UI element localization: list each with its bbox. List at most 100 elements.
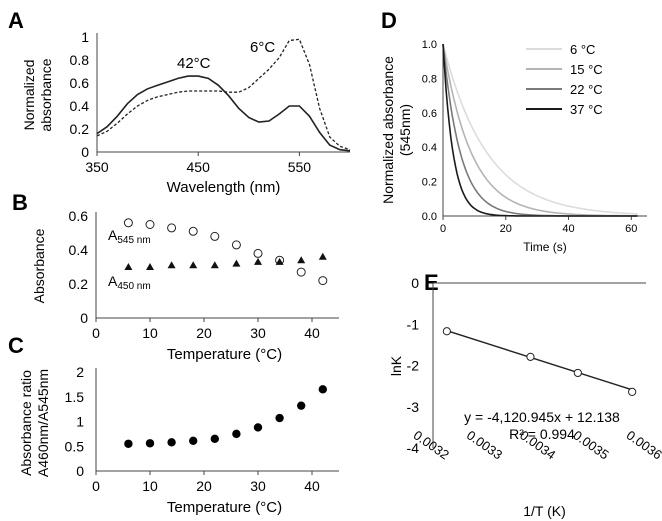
c-point bbox=[318, 385, 327, 394]
a-y-tick-label: 0.6 bbox=[70, 75, 90, 91]
d-legend-label-3: 37 °C bbox=[570, 102, 603, 117]
e-x-tick-label: 0.0033 bbox=[464, 427, 505, 462]
b-label-a545: A545 nm bbox=[108, 227, 151, 246]
a-x-axis-title: Wavelength (nm) bbox=[167, 179, 281, 196]
b-point-a545 bbox=[145, 220, 155, 229]
c-point bbox=[189, 436, 198, 446]
a-x-tick-label: 550 bbox=[288, 159, 312, 175]
b-point-a545 bbox=[123, 218, 133, 228]
a-y-tick-label: 0 bbox=[81, 144, 89, 160]
e-x-tick-label: 0.0035 bbox=[570, 427, 611, 462]
d-curve-3 bbox=[442, 43, 638, 217]
b-x-axis-title: Temperature (°C) bbox=[167, 346, 282, 363]
c-x-tick-label: 40 bbox=[304, 478, 320, 494]
b-label-a450: A450 nm bbox=[108, 273, 151, 292]
d-legend-label-1: 15 °C bbox=[570, 62, 603, 77]
e-x-tick-label: 0.0036 bbox=[624, 427, 662, 462]
b-y-tick-label: 0.4 bbox=[69, 242, 89, 258]
d-x-tick-label: 60 bbox=[625, 223, 637, 235]
d-curve-0 bbox=[442, 43, 638, 215]
c-point bbox=[145, 439, 155, 448]
c-y-tick-label: 2 bbox=[76, 364, 84, 380]
b-y-tick-label: 0.6 bbox=[69, 208, 89, 224]
c-y-tick-label: 1.5 bbox=[65, 389, 85, 405]
a-x-tick-label: 450 bbox=[187, 159, 211, 175]
a-x-tick-label: 350 bbox=[85, 159, 109, 175]
c-x-tick-label: 20 bbox=[196, 478, 212, 494]
b-y-tick-label: 0.2 bbox=[69, 276, 89, 292]
e-r-squared: R² = 0.994 bbox=[509, 426, 575, 442]
a-y-axis-title-line2: absorbance bbox=[38, 58, 54, 131]
a-series-line-42c bbox=[96, 75, 351, 152]
b-x-tick-label: 10 bbox=[142, 325, 158, 341]
panel-letter-a: A bbox=[8, 8, 24, 33]
panel-letter-c: C bbox=[8, 333, 24, 358]
d-x-axis-title: Time (s) bbox=[523, 240, 567, 254]
e-y-tick-label: -3 bbox=[407, 399, 420, 415]
c-x-tick-label: 10 bbox=[142, 478, 158, 494]
c-point bbox=[124, 439, 133, 448]
b-x-tick-label: 40 bbox=[304, 325, 320, 341]
b-point-a545 bbox=[210, 231, 220, 241]
b-point-a545 bbox=[167, 223, 177, 233]
d-x-tick-label: 0 bbox=[440, 223, 446, 235]
b-point-a545 bbox=[188, 226, 198, 236]
panel-letter-d: D bbox=[381, 8, 397, 33]
e-point bbox=[628, 387, 637, 396]
c-y-axis-title-line1: Absorbance ratio bbox=[18, 370, 34, 476]
b-point-a450 bbox=[146, 263, 154, 270]
panel-e-arrhenius-plot: 0-1-2-3-40.0032 0.0033 0.0034 0.0035 0.00361… bbox=[388, 275, 662, 519]
b-point-a450 bbox=[254, 257, 262, 265]
a-series-line-6c bbox=[96, 38, 351, 151]
a-y-tick-label: 0.8 bbox=[70, 52, 90, 68]
c-x-axis-title: Temperature (°C) bbox=[167, 499, 282, 516]
a-y-tick-label: 1 bbox=[81, 29, 89, 45]
a-annotation-42c: 42°C bbox=[177, 55, 211, 72]
e-point bbox=[526, 352, 535, 361]
b-point-a450 bbox=[318, 252, 327, 260]
panel-b-absorbance-vs-temperature: 0 0.2 0.4 0.6 0 10 20 30 40 Temperature (°C) Absor… bbox=[31, 208, 339, 363]
a-y-axis-title-line1: Normalized bbox=[21, 60, 37, 131]
b-y-tick-label: 0 bbox=[80, 310, 88, 326]
d-y-tick-label: 0.8 bbox=[422, 73, 437, 85]
panel-d-decay-curves: 0.0 0.2 0.4 0.6 0.8 1.0 0 20 40 60 Time (s) Normali… bbox=[380, 39, 647, 254]
b-point-a450 bbox=[124, 263, 133, 270]
c-point bbox=[210, 434, 219, 444]
d-legend-label-2: 22 °C bbox=[570, 82, 603, 97]
c-y-tick-label: 1 bbox=[76, 414, 84, 430]
b-x-tick-label: 20 bbox=[196, 325, 212, 341]
b-point-a545 bbox=[253, 248, 263, 258]
e-y-tick-label: 0 bbox=[411, 275, 419, 291]
b-point-a545 bbox=[296, 267, 306, 277]
c-point bbox=[232, 429, 241, 439]
a-annotation-6c: 6°C bbox=[250, 39, 275, 56]
b-x-tick-label: 30 bbox=[250, 325, 266, 341]
c-point bbox=[253, 423, 263, 432]
b-point-a545 bbox=[318, 276, 328, 286]
e-trendline bbox=[446, 330, 633, 391]
e-y-axis-title: lnK bbox=[388, 355, 404, 376]
c-point bbox=[167, 438, 176, 447]
b-point-a450 bbox=[210, 261, 219, 269]
e-y-tick-label: -4 bbox=[407, 440, 420, 456]
b-point-a450 bbox=[297, 256, 306, 264]
e-y-tick-label: -1 bbox=[407, 316, 420, 332]
c-y-tick-label: 0 bbox=[76, 463, 84, 479]
panel-a-absorbance-spectra: 0 0.2 0.4 0.6 0.8 1 350 450 550 Wavelength (nm) No… bbox=[21, 29, 351, 196]
d-x-tick-label: 20 bbox=[500, 223, 512, 235]
a-y-tick-label: 0.4 bbox=[70, 98, 90, 114]
b-point-a450 bbox=[189, 261, 198, 269]
e-y-tick-label: -2 bbox=[407, 358, 420, 374]
d-y-tick-label: 0.4 bbox=[422, 142, 437, 154]
b-point-a545 bbox=[231, 240, 241, 250]
b-point-a450 bbox=[167, 261, 176, 269]
b-point-a450 bbox=[232, 259, 241, 267]
d-y-tick-label: 0.2 bbox=[422, 177, 437, 189]
d-y-tick-label: 1.0 bbox=[422, 39, 437, 51]
c-y-axis-title-line2: A460nm/A545nm bbox=[35, 369, 51, 477]
c-x-tick-label: 0 bbox=[92, 478, 100, 494]
c-y-tick-label: 0.5 bbox=[65, 438, 85, 454]
b-point-a450 bbox=[275, 257, 284, 265]
